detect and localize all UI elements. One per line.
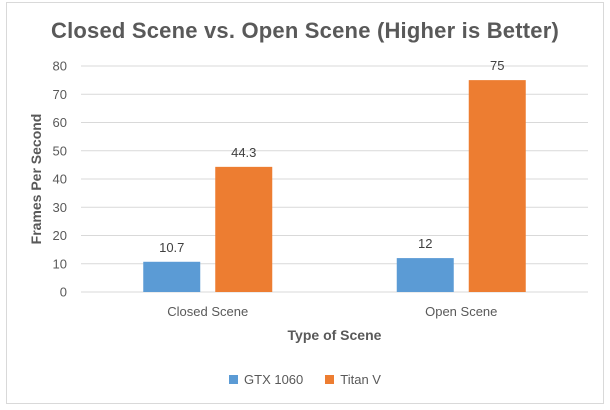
y-tick-label-40: 40 bbox=[53, 172, 67, 187]
x-tick-label-0: Closed Scene bbox=[167, 304, 248, 319]
bar-gtx-1060-1 bbox=[396, 258, 454, 292]
y-tick-label-30: 30 bbox=[53, 200, 67, 215]
y-tick-label-20: 20 bbox=[53, 228, 67, 243]
x-axis-title: Type of Scene bbox=[288, 327, 382, 343]
bars bbox=[143, 80, 526, 292]
bar-gtx-1060-0 bbox=[143, 261, 201, 292]
y-tick-label-80: 80 bbox=[53, 59, 67, 74]
data-label-gtx-1060-1: 12 bbox=[418, 236, 432, 251]
y-tick-label-60: 60 bbox=[53, 115, 67, 130]
y-axis-title: Frames Per Second bbox=[28, 114, 44, 245]
legend-item-titan-v: Titan V bbox=[325, 372, 381, 387]
y-tick-label-0: 0 bbox=[60, 285, 67, 300]
chart-title: Closed Scene vs. Open Scene (Higher is B… bbox=[50, 18, 560, 43]
data-labels: 10.7 44.3 12 75 bbox=[159, 58, 504, 255]
y-tick-label-50: 50 bbox=[53, 143, 67, 158]
legend-label-gtx-1060: GTX 1060 bbox=[244, 372, 304, 387]
data-label-titan-v-0: 44.3 bbox=[231, 145, 256, 160]
legend-swatch-gtx-1060 bbox=[229, 375, 239, 384]
bar-titan-v-1 bbox=[468, 80, 526, 292]
legend-swatch-titan-v bbox=[325, 375, 335, 384]
y-tick-label-70: 70 bbox=[53, 87, 67, 102]
legend-item-gtx-1060: GTX 1060 bbox=[229, 372, 303, 387]
chart-legend: GTX 1060 Titan V bbox=[0, 372, 610, 387]
data-label-gtx-1060-0: 10.7 bbox=[159, 240, 184, 255]
bar-titan-v-0 bbox=[215, 166, 273, 292]
legend-label-titan-v: Titan V bbox=[340, 372, 381, 387]
data-label-titan-v-1: 75 bbox=[490, 58, 504, 73]
y-tick-labels: 0 10 20 30 40 50 60 70 80 bbox=[53, 59, 67, 300]
x-tick-label-1: Open Scene bbox=[425, 304, 497, 319]
y-tick-label-10: 10 bbox=[53, 256, 67, 271]
x-tick-labels: Closed Scene Open Scene bbox=[167, 304, 497, 319]
